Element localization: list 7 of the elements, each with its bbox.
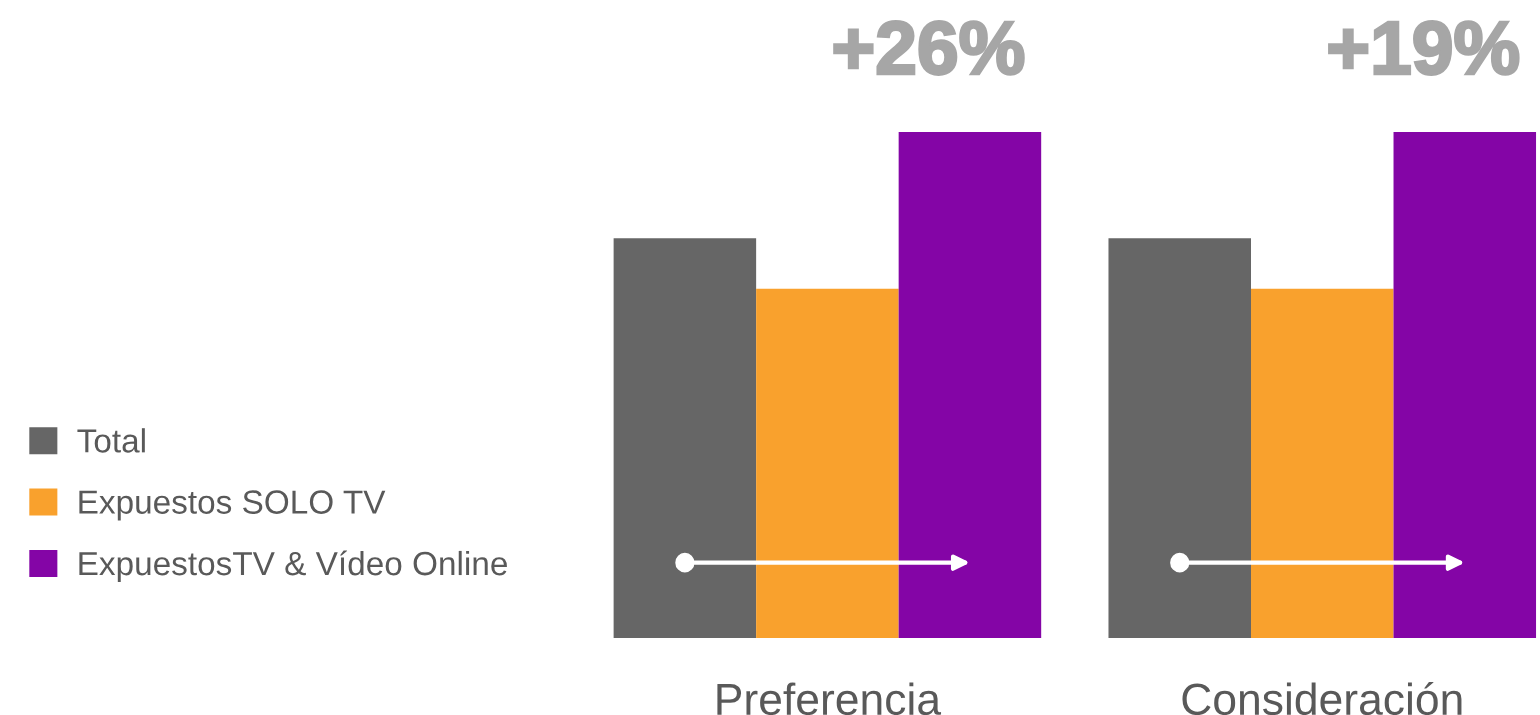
legend-label: ExpuestosTV & Vídeo Online xyxy=(79,550,507,582)
text: +19% xyxy=(1329,21,1519,75)
text: +26% xyxy=(834,21,1024,75)
x-tick-label: Consideración xyxy=(1182,681,1462,715)
x-tick-label: Preferencia xyxy=(717,682,942,715)
legend-label: Total xyxy=(77,428,145,453)
legend-label: Expuestos SOLO TV xyxy=(79,490,386,521)
